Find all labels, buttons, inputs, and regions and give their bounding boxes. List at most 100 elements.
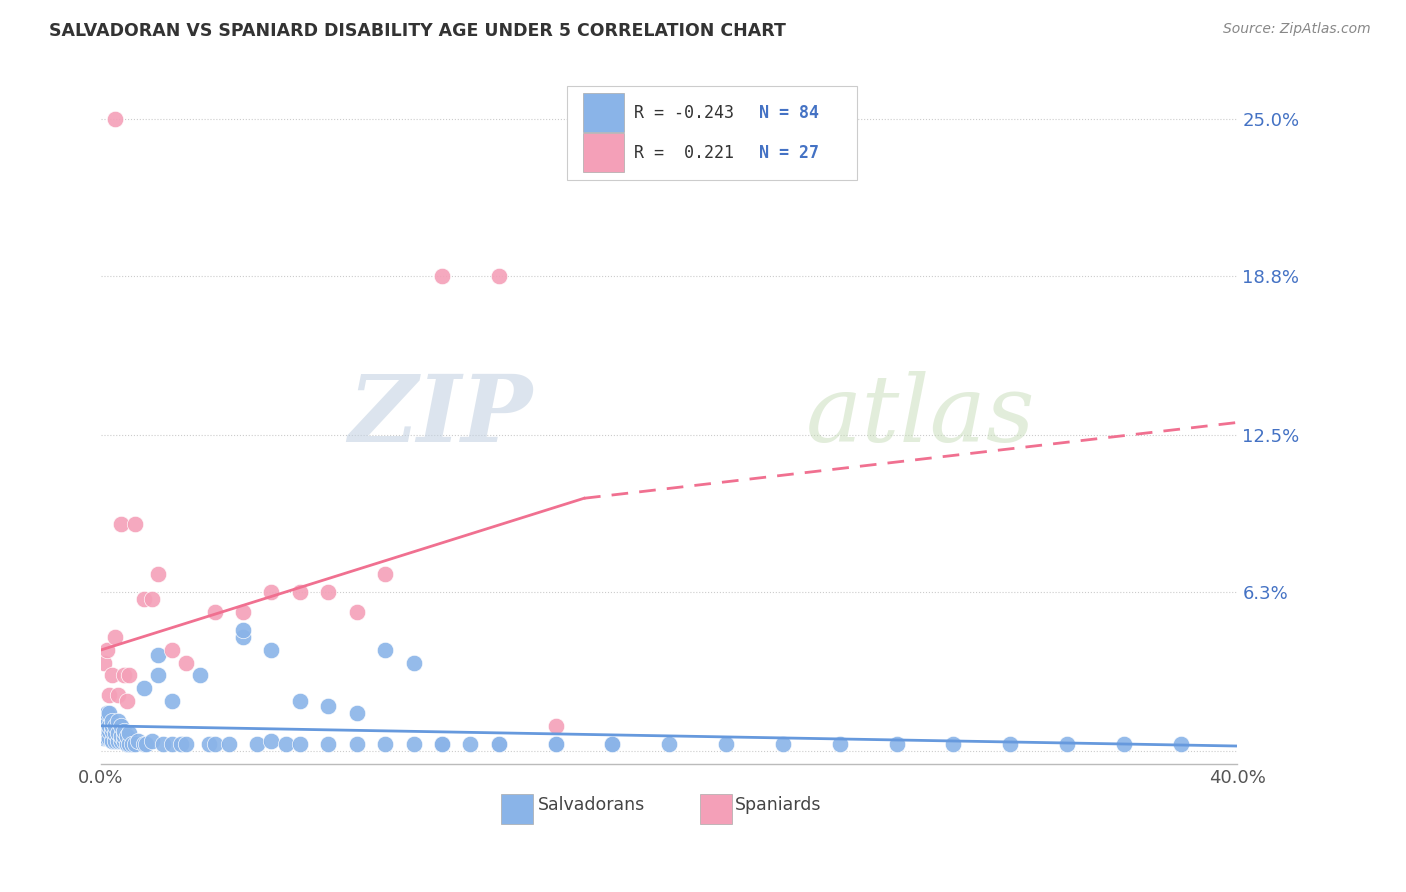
Point (1056, 737, 1078, 751)
Point (121, 737, 143, 751)
Point (98, 719, 121, 733)
Point (132, 592, 155, 607)
Point (98, 706, 121, 721)
FancyBboxPatch shape (567, 86, 856, 180)
Point (190, 668, 212, 682)
FancyBboxPatch shape (583, 94, 624, 132)
Point (488, 268, 510, 283)
Point (772, 737, 794, 751)
Point (127, 734, 149, 748)
Point (146, 567, 169, 582)
Point (101, 734, 124, 748)
Point (430, 268, 453, 283)
Point (260, 584, 283, 599)
Point (346, 737, 368, 751)
Point (107, 714, 129, 728)
Point (98, 723, 121, 738)
Point (246, 737, 269, 751)
Point (204, 737, 226, 751)
Point (107, 689, 129, 703)
Point (204, 605, 226, 619)
Point (160, 643, 183, 657)
Point (96, 731, 118, 746)
Text: R =  0.221: R = 0.221 (634, 144, 734, 161)
Point (141, 734, 163, 748)
Point (96, 643, 118, 657)
Text: Spaniards: Spaniards (735, 797, 821, 814)
Point (160, 693, 183, 707)
Point (124, 737, 146, 751)
Point (104, 719, 127, 733)
FancyBboxPatch shape (700, 794, 731, 824)
Point (260, 734, 283, 748)
Point (430, 737, 453, 751)
Point (316, 698, 339, 713)
Point (98, 731, 121, 746)
Point (169, 737, 191, 751)
Point (104, 734, 127, 748)
Point (218, 737, 240, 751)
Point (101, 719, 124, 733)
Point (141, 592, 163, 607)
Point (118, 737, 141, 751)
Point (112, 729, 135, 743)
Point (93, 714, 115, 728)
Point (828, 737, 851, 751)
Point (93, 723, 115, 738)
Point (602, 737, 624, 751)
Point (160, 737, 183, 751)
FancyBboxPatch shape (583, 133, 624, 172)
Point (544, 737, 567, 751)
Point (146, 648, 169, 662)
Point (96, 723, 118, 738)
Point (112, 734, 135, 748)
Point (110, 516, 132, 531)
Point (288, 737, 311, 751)
Text: R = -0.243: R = -0.243 (634, 103, 734, 122)
Point (1112, 737, 1135, 751)
Point (402, 737, 425, 751)
Point (174, 656, 197, 670)
Text: atlas: atlas (806, 371, 1035, 461)
Point (346, 605, 368, 619)
Text: N = 27: N = 27 (759, 144, 820, 161)
Point (110, 734, 132, 748)
Point (104, 630, 127, 644)
Point (104, 112, 127, 126)
Point (152, 737, 174, 751)
Point (374, 643, 396, 657)
Point (101, 714, 124, 728)
Point (602, 737, 624, 751)
Text: ZIP: ZIP (349, 371, 533, 461)
Point (942, 737, 965, 751)
Point (115, 737, 138, 751)
Point (146, 668, 169, 682)
Point (488, 737, 510, 751)
Point (174, 737, 197, 751)
Point (118, 726, 141, 740)
Point (96, 706, 118, 721)
Point (658, 737, 681, 751)
Point (316, 584, 339, 599)
Point (886, 737, 908, 751)
Point (124, 516, 146, 531)
Point (274, 737, 297, 751)
Point (112, 723, 135, 738)
Point (132, 681, 155, 695)
Point (288, 693, 311, 707)
Point (112, 668, 135, 682)
Text: Source: ZipAtlas.com: Source: ZipAtlas.com (1223, 22, 1371, 37)
Point (135, 737, 157, 751)
Point (288, 584, 311, 599)
Text: Salvadorans: Salvadorans (537, 797, 644, 814)
Point (198, 737, 221, 751)
Point (132, 737, 155, 751)
Point (714, 737, 737, 751)
Point (93, 731, 115, 746)
Point (544, 737, 567, 751)
Point (104, 726, 127, 740)
Point (430, 737, 453, 751)
Point (232, 623, 254, 637)
Point (110, 719, 132, 733)
Point (118, 668, 141, 682)
